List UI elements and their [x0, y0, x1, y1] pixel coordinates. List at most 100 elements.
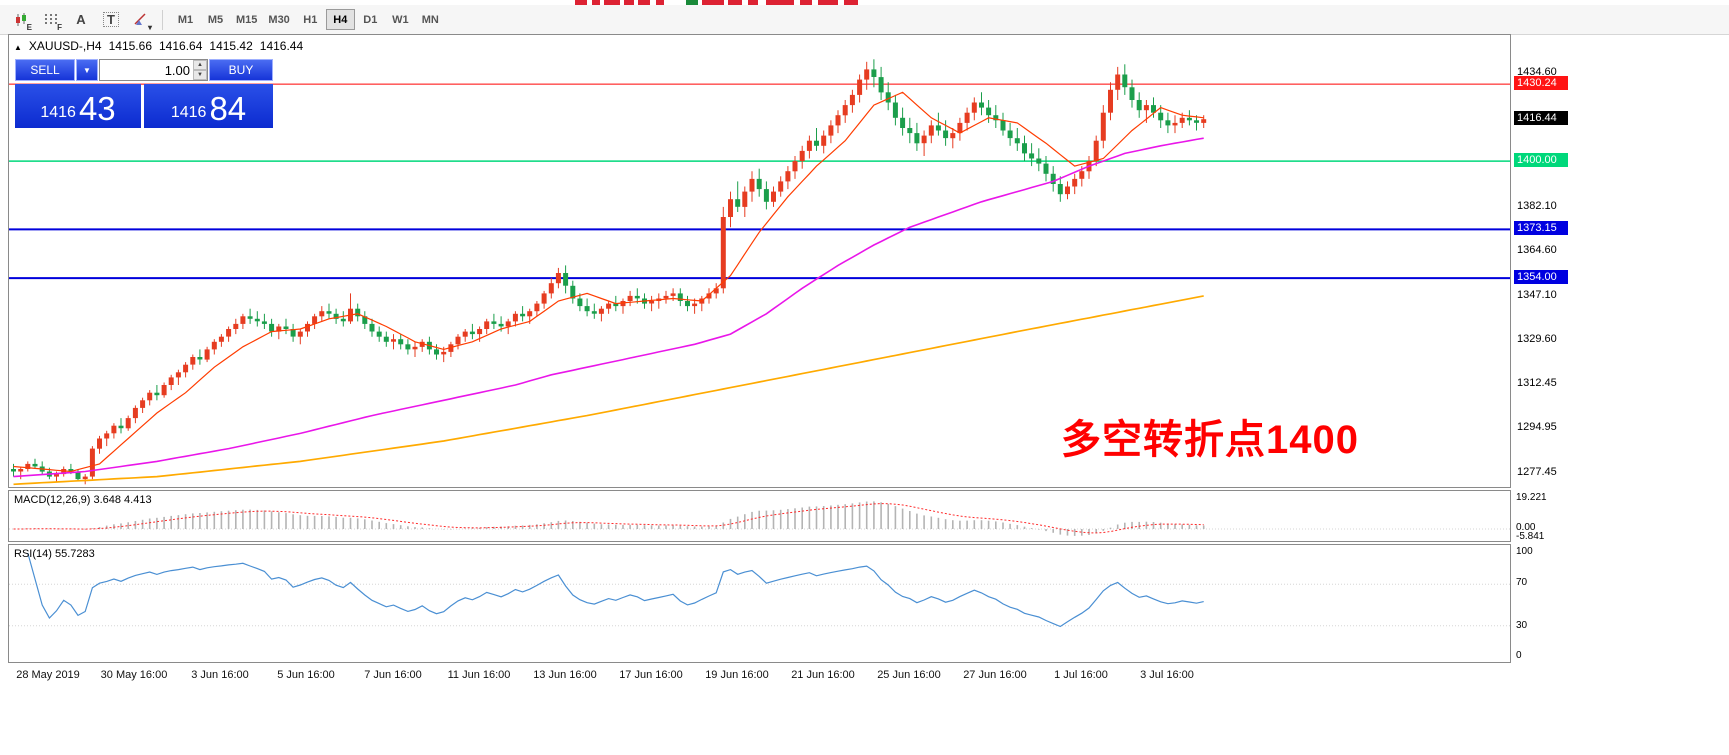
low-value: 1415.42	[209, 39, 253, 53]
clipped-icon	[624, 0, 634, 5]
bid-pip-digits: 43	[78, 90, 116, 128]
ask-price-box[interactable]: 1416 84	[144, 84, 273, 128]
price-axis-label: 1400.00	[1514, 153, 1568, 167]
indicator-axis-label: -5.841	[1516, 531, 1545, 542]
volume-field-wrap: ▲ ▼	[99, 59, 208, 81]
drawing-tools-group: E F A T	[8, 8, 154, 32]
rsi-indicator-panel[interactable]: RSI(14) 55.7283	[8, 544, 1511, 663]
price-axis[interactable]: 1434.60 1430.24 1416.44 1400.00 1382.10 1373.…	[1512, 34, 1582, 488]
text-box-tool-button[interactable]: T	[98, 8, 124, 32]
volume-input[interactable]	[100, 60, 193, 80]
time-axis-label: 5 Jun 16:00	[277, 669, 335, 681]
volume-dropdown-button[interactable]: ▼	[76, 59, 98, 81]
ask-main-digits: 1416	[170, 104, 207, 122]
chart-header: ▲ XAUUSD-,H4 1415.66 1416.64 1415.42 141…	[14, 39, 303, 53]
text-label-icon: A	[76, 12, 86, 27]
buy-button[interactable]: BUY	[209, 59, 273, 81]
collapse-icon[interactable]: ▲	[14, 43, 22, 52]
time-axis-label: 13 Jun 16:00	[533, 669, 597, 681]
grid-tool-button[interactable]: F	[38, 8, 64, 32]
indicator-axis-label: 0.00	[1516, 522, 1536, 533]
candles-icon	[15, 12, 26, 26]
symbol-period-label: XAUUSD-,H4	[28, 39, 102, 53]
timeframe-button-H1[interactable]: H1	[296, 9, 325, 30]
macd-chart	[9, 501, 1510, 536]
volume-step-up-icon[interactable]: ▲	[193, 60, 207, 70]
timeframe-button-H4[interactable]: H4	[325, 9, 355, 30]
time-axis-label: 27 Jun 16:00	[963, 669, 1027, 681]
indicators-tool-button[interactable]: E	[8, 8, 34, 32]
bid-main-digits: 1416	[40, 104, 76, 122]
grid-icon	[45, 14, 57, 24]
volume-step-down-icon[interactable]: ▼	[193, 70, 207, 80]
clipped-icon	[604, 0, 620, 5]
rsi-chart	[9, 552, 1510, 628]
price-axis-label: 1294.95	[1517, 421, 1557, 433]
price-axis-label: 1329.60	[1517, 333, 1557, 345]
indicator-axis-label: 19.221	[1516, 492, 1547, 503]
timeframe-button-group: M1 M5 M15 M30 H1 H4 D1 W1 MN	[171, 9, 445, 30]
macd-label: MACD(12,26,9) 3.648 4.413	[14, 494, 152, 506]
price-axis-label: 1354.00	[1514, 270, 1568, 284]
indicator-axis-label: 70	[1516, 577, 1528, 588]
timeframe-button-M30[interactable]: M30	[263, 9, 294, 30]
time-axis-label: 19 Jun 16:00	[705, 669, 769, 681]
main-chart-panel[interactable]: ▲ XAUUSD-,H4 1415.66 1416.64 1415.42 141…	[8, 34, 1511, 488]
ask-pip-digits: 84	[209, 90, 247, 128]
clipped-icon	[686, 0, 698, 5]
timeframe-button-MN[interactable]: MN	[416, 9, 445, 30]
price-axis-label: 1434.60	[1517, 66, 1557, 78]
chevron-down-icon: ▾	[147, 22, 152, 32]
clipped-icon	[766, 0, 794, 5]
timeframe-button-M5[interactable]: M5	[201, 9, 230, 30]
timeframe-button-M1[interactable]: M1	[171, 9, 200, 30]
candlestick-chart[interactable]	[9, 35, 1510, 487]
time-axis-label: 7 Jun 16:00	[364, 669, 422, 681]
chart-text-annotation: 多空转折点1400	[1061, 418, 1359, 462]
volume-stepper: ▲ ▼	[193, 60, 207, 80]
time-axis-label: 3 Jun 16:00	[191, 669, 249, 681]
timeframe-button-M15[interactable]: M15	[231, 9, 262, 30]
indicator-axis-label: 30	[1516, 620, 1528, 631]
toolbar-separator	[162, 9, 163, 30]
indicator-axis-label: 100	[1516, 546, 1533, 557]
price-axis-label: 1347.10	[1517, 289, 1557, 301]
time-axis[interactable]: 28 May 2019 30 May 16:00 3 Jun 16:00 5 Jun …	[8, 667, 1511, 685]
tool-glyph: E	[26, 22, 32, 32]
price-axis-label: 1416.44	[1514, 111, 1568, 125]
time-axis-label: 3 Jul 16:00	[1140, 669, 1194, 681]
sell-button[interactable]: SELL	[15, 59, 75, 81]
one-click-trade-panel: SELL ▼ ▲ ▼ BUY 1416 43 1416 84	[15, 59, 273, 129]
macd-indicator-panel[interactable]: MACD(12,26,9) 3.648 4.413	[8, 490, 1511, 542]
price-axis-label: 1373.15	[1514, 221, 1568, 235]
close-value: 1416.44	[259, 39, 304, 53]
time-axis-label: 17 Jun 16:00	[619, 669, 683, 681]
price-axis-label: 1312.45	[1517, 377, 1557, 389]
clipped-icon	[575, 0, 587, 5]
clipped-icon	[748, 0, 758, 5]
clipped-icon	[592, 0, 600, 5]
tool-glyph: F	[57, 22, 62, 32]
clipped-icon	[656, 0, 664, 5]
time-axis-label: 28 May 2019	[16, 669, 80, 681]
clipped-icon	[728, 0, 742, 5]
timeframe-button-D1[interactable]: D1	[356, 9, 385, 30]
price-axis-label: 1364.60	[1517, 244, 1557, 256]
price-axis-label: 1277.45	[1517, 466, 1557, 478]
time-axis-label: 21 Jun 16:00	[791, 669, 855, 681]
shapes-tool-button[interactable]: ▾	[128, 8, 154, 32]
clipped-icon	[800, 0, 812, 5]
toolbar: E F A T	[0, 5, 1729, 35]
time-axis-label: 25 Jun 16:00	[877, 669, 941, 681]
open-value: 1415.66	[108, 39, 152, 53]
shapes-icon	[134, 13, 146, 25]
text-label-tool-button[interactable]: A	[68, 8, 94, 32]
rsi-axis: 100 70 30 0	[1512, 544, 1582, 663]
price-axis-label: 1430.24	[1514, 76, 1568, 90]
time-axis-label: 30 May 16:00	[100, 669, 168, 681]
clipped-icon	[638, 0, 650, 5]
high-value: 1416.64	[159, 39, 203, 53]
bid-price-box[interactable]: 1416 43	[15, 84, 141, 128]
rsi-label: RSI(14) 55.7283	[14, 548, 95, 560]
timeframe-button-W1[interactable]: W1	[386, 9, 415, 30]
